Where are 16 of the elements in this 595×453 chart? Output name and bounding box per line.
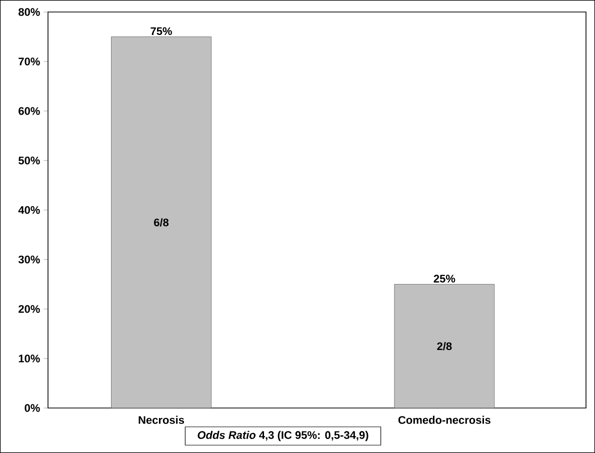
- y-tick-label: 50%: [18, 156, 40, 164]
- y-tick-label: 30%: [18, 256, 40, 264]
- y-tick-label: 70%: [18, 58, 40, 66]
- data-label: 25%: [434, 274, 456, 283]
- annotation: 6/8: [154, 218, 169, 226]
- x-tick-label: Necrosis: [138, 416, 184, 424]
- y-tick-label: 0%: [24, 404, 40, 412]
- data-label: 75%: [150, 27, 172, 36]
- x-tick-label: Comedo-necrosis: [398, 416, 490, 424]
- y-tick-label: 40%: [18, 206, 40, 214]
- y-tick-label: 80%: [18, 8, 40, 16]
- text: Odds Ratio 4,3 (IC 95%: 0,5-34,9): [198, 430, 368, 442]
- annotation: 2/8: [437, 342, 452, 350]
- y-tick-label: 60%: [18, 107, 40, 115]
- y-tick-label: 10%: [18, 354, 40, 362]
- y-tick-label: 20%: [18, 305, 40, 313]
